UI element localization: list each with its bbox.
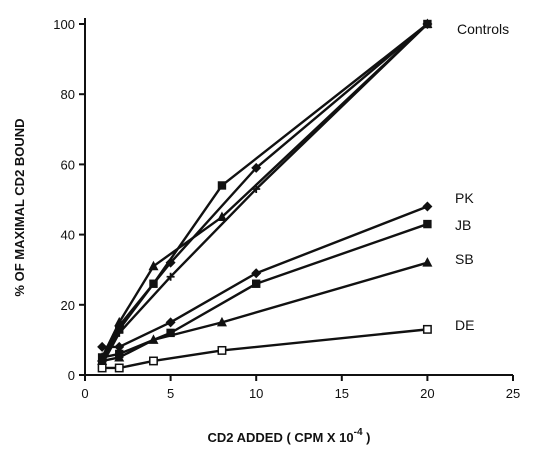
x-axis-title-close: ) (363, 430, 371, 445)
data-point-triangle (216, 211, 227, 222)
data-point-triangle (216, 316, 227, 327)
data-point-triangle (148, 260, 159, 271)
y-tick-label: 80 (61, 87, 75, 102)
data-point-plus (252, 184, 261, 193)
data-point-square (217, 181, 227, 190)
series-layer (97, 18, 433, 373)
y-axis-title: % OF MAXIMAL CD2 BOUND (12, 118, 27, 296)
data-point-open-square (149, 356, 158, 366)
data-point-triangle (422, 257, 433, 267)
x-tick-label: 10 (249, 386, 263, 401)
series-line (101, 222, 428, 359)
series-line (101, 23, 429, 366)
series-control-4 (98, 20, 432, 369)
data-point-open-square (114, 363, 124, 373)
x-tick-label: 20 (420, 386, 434, 401)
data-point-triangle (97, 355, 108, 365)
labels-layer: Controls PK JB SB DE (455, 21, 509, 333)
y-tick-label: 20 (61, 298, 75, 313)
series-line (101, 23, 429, 365)
data-point-diamond (165, 317, 176, 328)
x-tick-label: 0 (81, 386, 88, 401)
series-control-2 (97, 19, 433, 366)
data-point-square (423, 219, 432, 229)
data-point-plus (166, 272, 175, 281)
x-axis-title: CD2 ADDED ( CPM X 10-4 ) (207, 427, 370, 445)
data-point-square (166, 328, 175, 338)
series-label-sb: SB (455, 251, 474, 267)
data-point-square (252, 279, 261, 288)
x-axis-title-exponent: -4 (354, 427, 363, 438)
data-point-open-square (422, 324, 432, 334)
data-point-triangle (148, 334, 159, 344)
x-tick-label: 5 (167, 386, 174, 401)
y-tick-label: 0 (68, 368, 75, 383)
y-tick-label: 60 (61, 157, 75, 172)
data-point-plus (423, 20, 432, 28)
axes: 0 20 40 60 80 100 0 5 10 15 20 25 (53, 17, 520, 401)
data-point-plus (115, 328, 124, 337)
series-label-jb: JB (455, 217, 471, 233)
data-point-diamond (251, 268, 262, 279)
x-tick-label: 25 (506, 386, 520, 401)
data-point-diamond (165, 257, 176, 268)
data-point-diamond (114, 341, 125, 352)
series-label-de: DE (455, 317, 474, 333)
y-tick-label: 100 (53, 17, 75, 32)
data-point-diamond (251, 162, 262, 173)
data-point-open-square (217, 345, 227, 355)
data-point-open-square (97, 363, 107, 373)
y-tick-label: 40 (61, 228, 75, 243)
series-de (97, 324, 432, 373)
x-tick-label: 15 (335, 386, 349, 401)
series-line (101, 23, 429, 358)
series-sb (97, 257, 433, 365)
series-label-pk: PK (455, 190, 474, 206)
data-point-diamond (97, 341, 108, 352)
data-point-triangle (114, 351, 125, 362)
data-point-triangle (114, 316, 125, 327)
series-controls (97, 19, 432, 369)
series-pk (97, 201, 433, 352)
x-axis-title-main: CD2 ADDED ( CPM X 10 (207, 430, 353, 445)
series-label-controls: Controls (457, 21, 509, 37)
data-point-diamond (422, 201, 433, 212)
